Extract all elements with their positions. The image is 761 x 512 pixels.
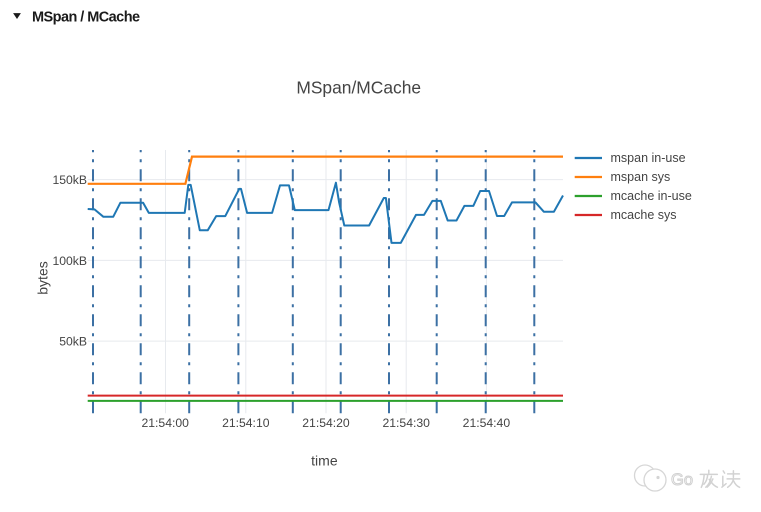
svg-text:21:54:40: 21:54:40 xyxy=(463,416,511,430)
svg-text:21:54:10: 21:54:10 xyxy=(222,416,270,430)
svg-text:21:54:20: 21:54:20 xyxy=(302,416,350,430)
svg-text:150kB: 150kB xyxy=(52,173,87,187)
svg-text:50kB: 50kB xyxy=(59,335,87,349)
svg-text:21:54:30: 21:54:30 xyxy=(382,416,430,430)
svg-text:100kB: 100kB xyxy=(52,254,87,268)
svg-text:mcache in-use: mcache in-use xyxy=(611,189,692,203)
svg-text:bytes: bytes xyxy=(34,261,50,294)
svg-text:MSpan / MCache: MSpan / MCache xyxy=(32,9,140,25)
svg-text:mcache sys: mcache sys xyxy=(611,208,677,222)
svg-text:mspan sys: mspan sys xyxy=(611,170,671,184)
svg-text:21:54:00: 21:54:00 xyxy=(141,416,189,430)
svg-text:mspan in-use: mspan in-use xyxy=(611,151,686,165)
svg-text:MSpan/MCache: MSpan/MCache xyxy=(296,77,421,97)
svg-text:Go: Go xyxy=(671,471,693,489)
svg-text:time: time xyxy=(311,453,338,469)
